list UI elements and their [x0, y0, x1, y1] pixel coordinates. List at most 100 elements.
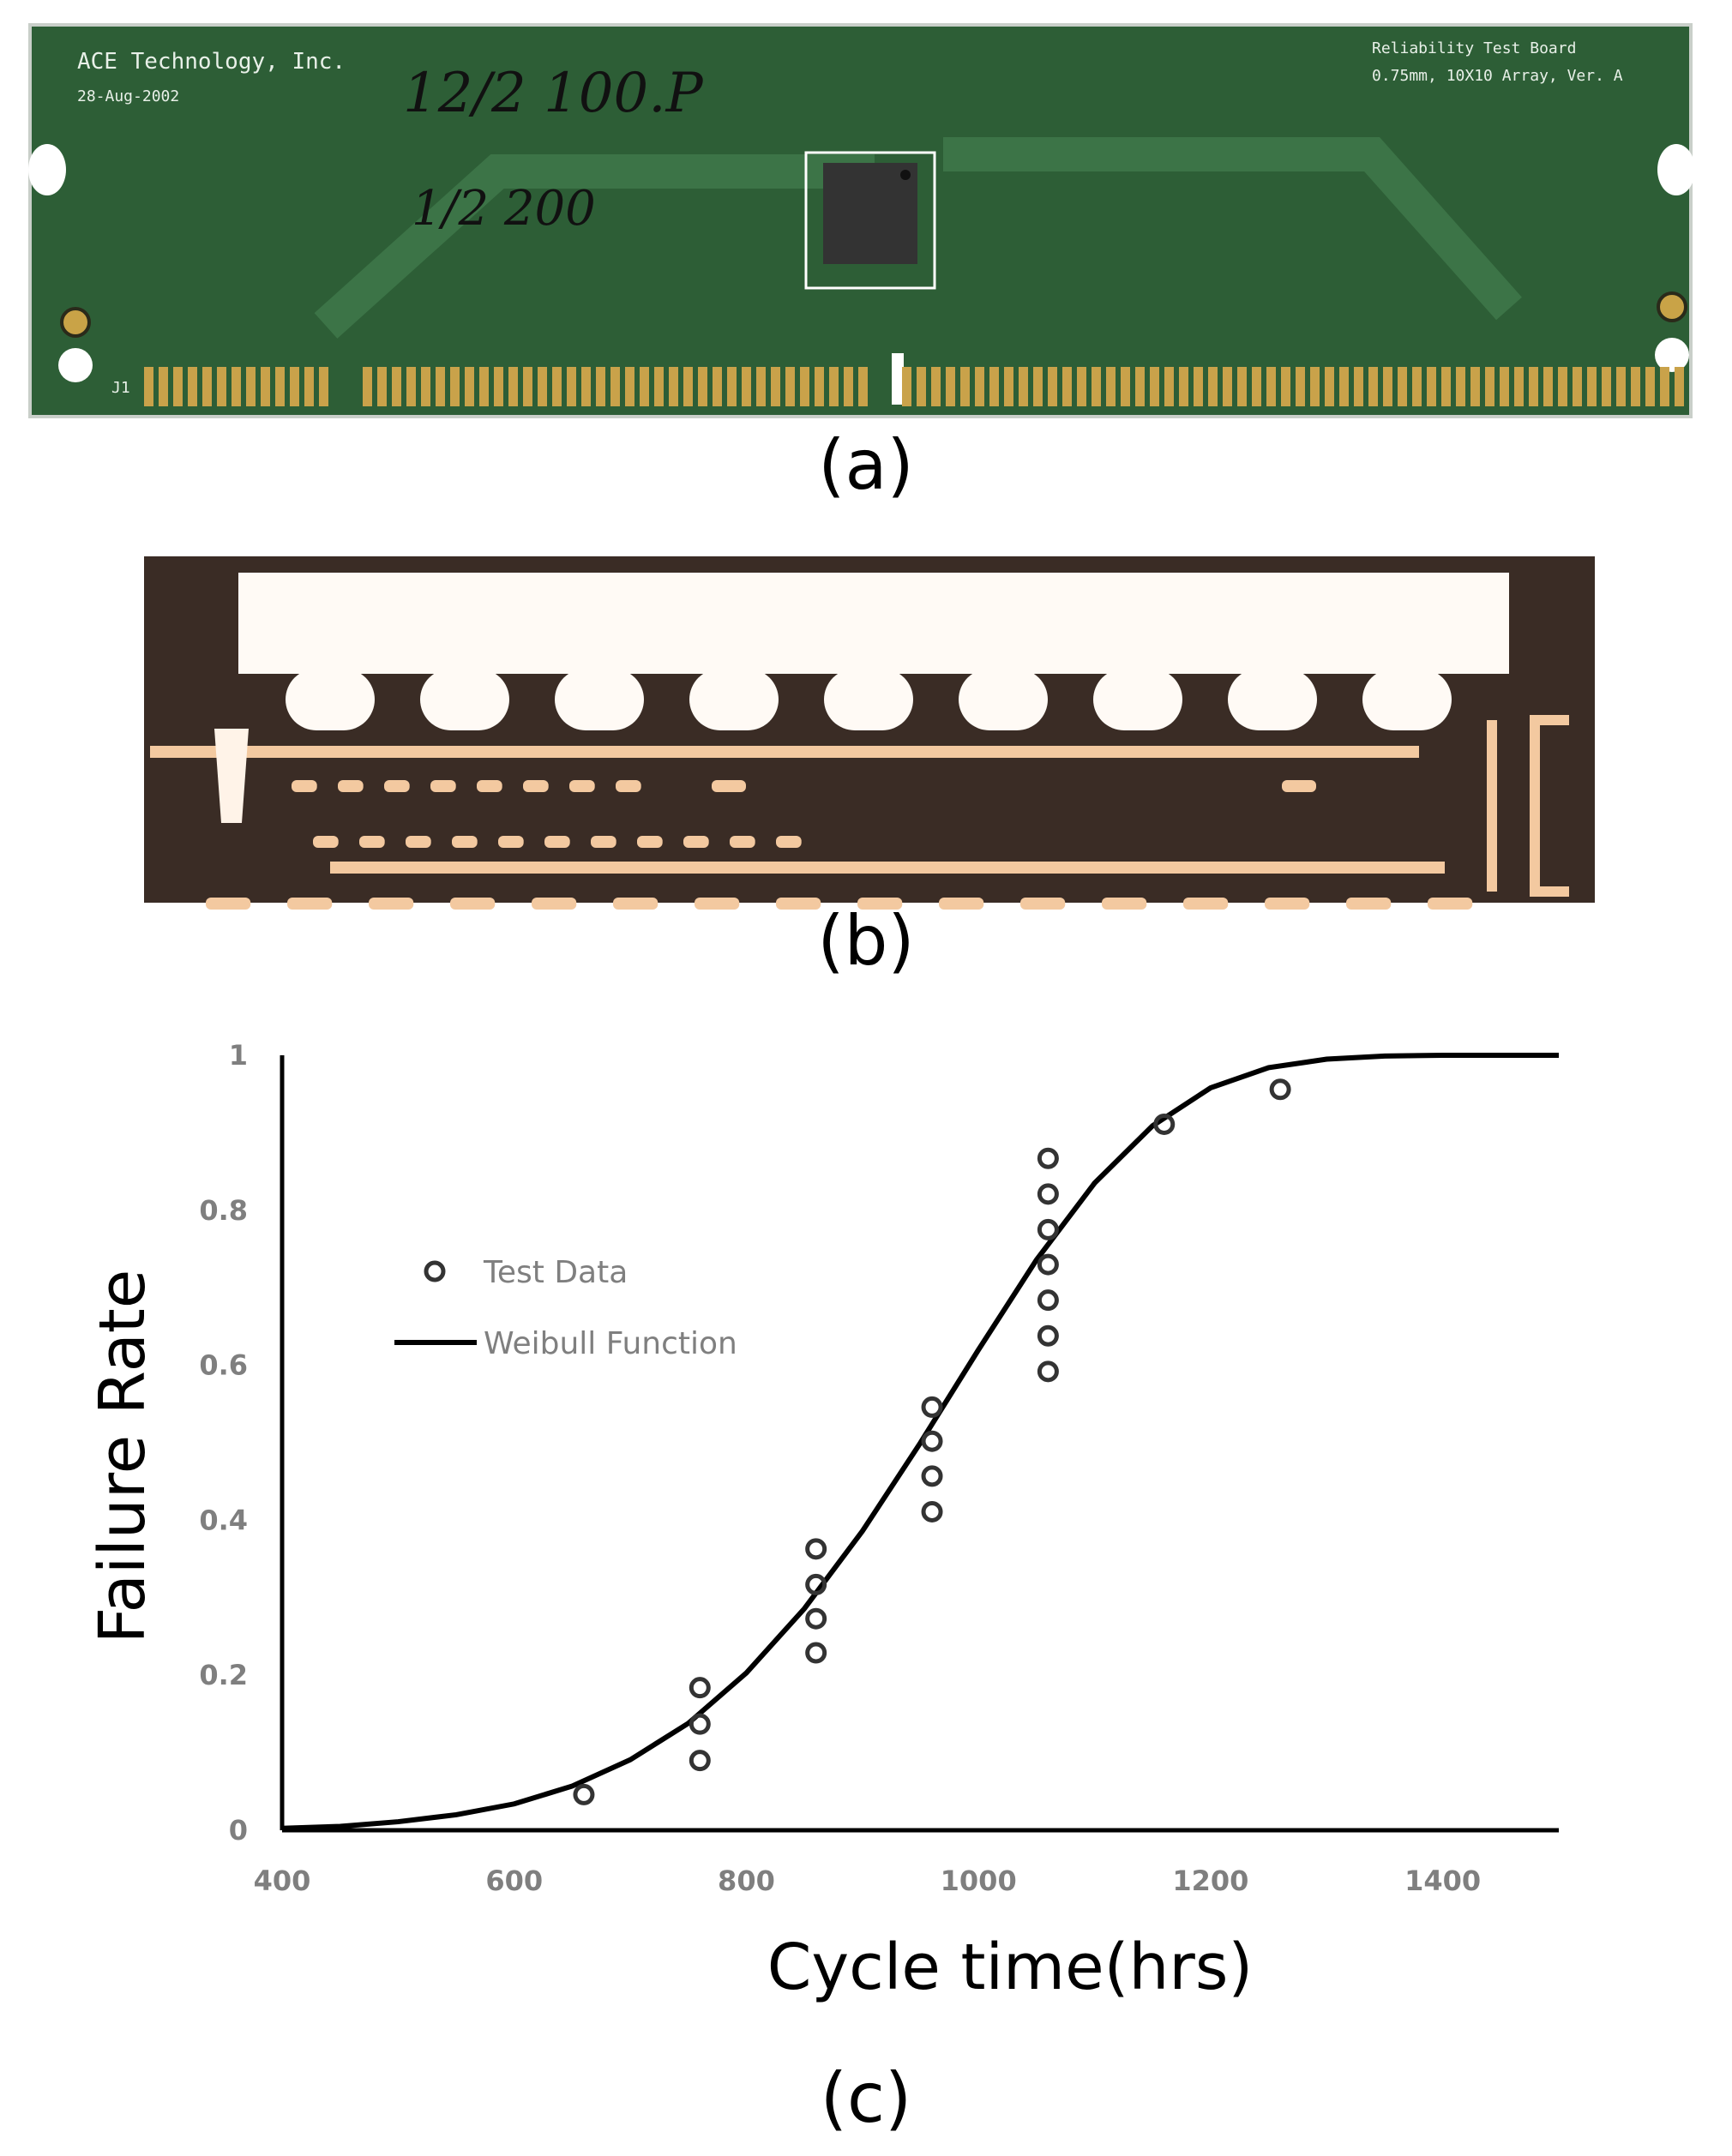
gold-finger — [465, 367, 474, 406]
gold-finger — [508, 367, 518, 406]
copper-dash — [776, 898, 821, 910]
gold-finger — [523, 367, 532, 406]
gold-finger — [217, 367, 226, 406]
gold-finger — [1675, 367, 1684, 406]
key-slot — [329, 353, 360, 405]
date: 28-Aug-2002 — [77, 87, 179, 105]
solder-ball — [1228, 669, 1317, 730]
data-point — [921, 1430, 943, 1452]
y-tick-label: 0.2 — [199, 1659, 248, 1691]
gold-finger — [1616, 367, 1626, 406]
copper-dash — [359, 836, 385, 848]
data-point — [1037, 1360, 1059, 1383]
copper-dash — [544, 836, 570, 848]
data-point — [689, 1713, 711, 1735]
copper-dash — [569, 780, 595, 792]
data-point — [921, 1500, 943, 1522]
copper-dash — [712, 780, 746, 792]
gold-finger — [581, 367, 591, 406]
panel-label: (b) — [817, 901, 914, 981]
key-slot — [892, 353, 904, 405]
data-point — [1037, 1253, 1059, 1276]
gold-finger — [815, 367, 824, 406]
x-tick-label: 1200 — [1172, 1865, 1248, 1897]
gold-finger — [1296, 367, 1305, 406]
gold-finger — [1208, 367, 1218, 406]
solder-ball — [1362, 669, 1452, 730]
data-point — [1037, 1218, 1059, 1240]
gold-finger — [202, 367, 212, 406]
x-tick-label: 600 — [485, 1865, 543, 1897]
y-tick-label: 0 — [229, 1814, 248, 1847]
board-spec: 0.75mm, 10X10 Array, Ver. A — [1372, 67, 1623, 85]
gold-finger — [552, 367, 562, 406]
gold-finger — [494, 367, 503, 406]
copper-dash — [384, 780, 410, 792]
copper-dash — [683, 836, 709, 848]
gold-finger — [713, 367, 722, 406]
copper-dashes — [206, 780, 1473, 910]
gold-finger — [610, 367, 620, 406]
data-point — [805, 1607, 827, 1630]
gold-finger — [1223, 367, 1232, 406]
y-tick-label: 0.4 — [199, 1504, 248, 1536]
gold-finger — [1398, 367, 1407, 406]
gold-finger — [1412, 367, 1422, 406]
gold-finger — [232, 367, 241, 406]
data-point — [1037, 1183, 1059, 1205]
data-point — [805, 1573, 827, 1595]
gold-finger — [596, 367, 605, 406]
solder-ball — [959, 669, 1048, 730]
copper-dash — [637, 836, 663, 848]
solder-ball — [286, 669, 375, 730]
gold-finger — [1427, 367, 1436, 406]
hole — [1657, 291, 1687, 322]
copper-dash — [1428, 898, 1473, 910]
legend-label: Weibull Function — [484, 1326, 737, 1361]
connector: J1 — [111, 379, 130, 397]
gold-finger — [567, 367, 576, 406]
gold-finger — [275, 367, 285, 406]
gold-finger — [1135, 367, 1145, 406]
gold-finger — [159, 367, 168, 406]
gold-finger — [304, 367, 314, 406]
copper-dash — [616, 780, 641, 792]
gold-finger — [625, 367, 634, 406]
copper-dash — [287, 898, 333, 910]
gold-finger — [1485, 367, 1494, 406]
handwritten-note: 12/2 100.P — [403, 62, 704, 125]
gold-finger — [1266, 367, 1276, 406]
gold-finger — [406, 367, 416, 406]
legend-marker — [424, 1260, 446, 1282]
hole — [60, 307, 91, 338]
copper-dash — [452, 836, 478, 848]
gold-finger — [771, 367, 780, 406]
gold-fingers — [144, 367, 1684, 406]
copper-dash — [450, 898, 496, 910]
gold-finger — [829, 367, 839, 406]
gold-finger — [479, 367, 489, 406]
gold-finger — [1092, 367, 1101, 406]
y-tick-label: 0.8 — [199, 1194, 248, 1227]
gold-finger — [1500, 367, 1509, 406]
gold-finger — [1062, 367, 1072, 406]
copper-dash — [1183, 898, 1229, 910]
data-point — [573, 1783, 595, 1805]
gold-finger — [450, 367, 460, 406]
gold-finger — [363, 367, 372, 406]
copper-dash — [695, 898, 740, 910]
copper-dash — [498, 836, 524, 848]
gold-finger — [188, 367, 197, 406]
gold-finger — [144, 367, 153, 406]
pin1 — [900, 170, 911, 180]
solder-ball — [420, 669, 509, 730]
gold-finger — [290, 367, 299, 406]
gold-finger — [1310, 367, 1320, 406]
gold-finger — [669, 367, 678, 406]
gold-finger — [1150, 367, 1159, 406]
copper-dash — [939, 898, 984, 910]
gold-finger — [858, 367, 868, 406]
gold-finger — [1121, 367, 1130, 406]
copper-dash — [776, 836, 802, 848]
